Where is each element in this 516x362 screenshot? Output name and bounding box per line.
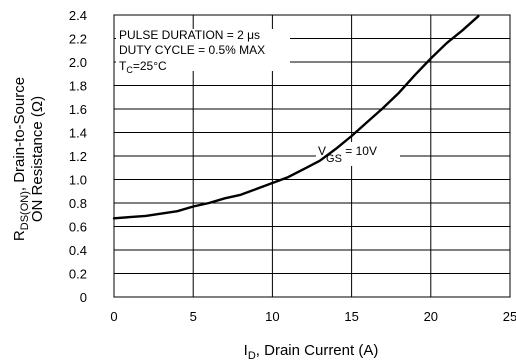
y-tick-label: 2.2 [69, 32, 87, 47]
y-tick-label: 1.0 [69, 173, 87, 188]
pulse-duration-annotation: PULSE DURATION = 2 μs [119, 28, 260, 42]
y-tick-label: 0 [80, 290, 87, 305]
y-axis-label-line2: ON Resistance (Ω) [29, 96, 46, 222]
plot-frame [113, 14, 511, 298]
rds-on-curve [112, 15, 480, 220]
x-tick-label: 25 [503, 309, 516, 324]
x-tick-labels: 0 5 10 15 20 25 [110, 309, 516, 324]
y-tick-label: 2.4 [69, 8, 87, 23]
y-tick-label: 1.8 [69, 79, 87, 94]
x-tick-label: 15 [344, 309, 358, 324]
y-axis-label: RDS(ON), Drain-to-Source ON Resistance (… [11, 77, 46, 241]
y-tick-label: 1.2 [69, 149, 87, 164]
grid [114, 15, 510, 297]
y-tick-label: 2.0 [69, 55, 87, 70]
duty-cycle-annotation: DUTY CYCLE = 0.5% MAX [119, 43, 265, 57]
y-axis-label-line1: RDS(ON), Drain-to-Source [11, 77, 31, 241]
x-tick-label: 10 [265, 309, 279, 324]
y-tick-label: 1.4 [69, 126, 87, 141]
x-tick-label: 5 [190, 309, 197, 324]
x-axis-label: ID, Drain Current (A) [244, 342, 379, 362]
y-tick-label: 0.4 [69, 243, 87, 258]
case-temperature-annotation: TC=25°C [119, 59, 167, 75]
y-tick-label: 0.6 [69, 220, 87, 235]
annotation-mask [116, 29, 290, 71]
vgs-annotation: VGS = 10V [318, 144, 377, 165]
x-tick-label: 20 [424, 309, 438, 324]
y-tick-label: 0.2 [69, 267, 87, 282]
y-tick-label: 0.8 [69, 196, 87, 211]
y-tick-labels: 0 0.2 0.4 0.6 0.8 1.0 1.2 1.4 1.6 1.8 2.0 2.2 2.4 [69, 8, 87, 305]
y-tick-label: 1.6 [69, 102, 87, 117]
x-tick-label: 0 [110, 309, 117, 324]
